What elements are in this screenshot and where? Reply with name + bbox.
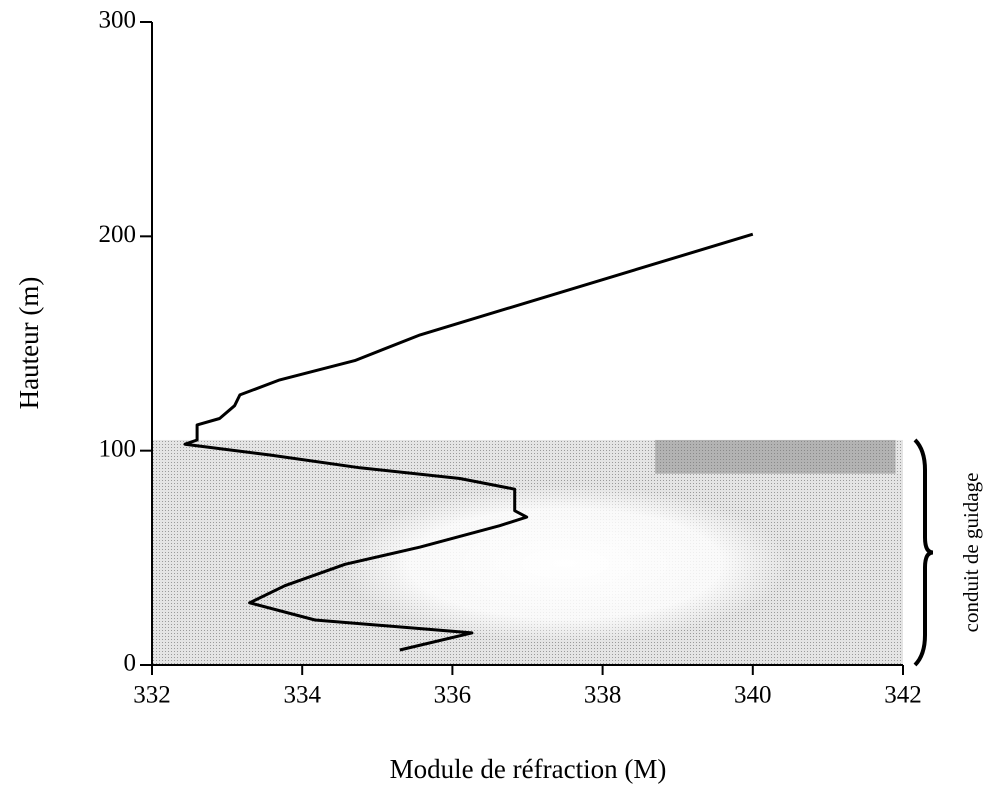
y-axis-title: Hauteur (m) bbox=[14, 277, 44, 410]
profile-line bbox=[183, 232, 754, 652]
duct-light bbox=[339, 484, 791, 643]
x-tick-label: 336 bbox=[434, 682, 472, 709]
y-tick-label: 200 bbox=[99, 221, 137, 248]
duct-label: conduit de guidage bbox=[959, 473, 983, 633]
x-axis-title: Module de réfraction (M) bbox=[390, 754, 667, 784]
x-tick-label: 338 bbox=[584, 682, 622, 709]
x-tick-label: 332 bbox=[133, 682, 171, 709]
x-tick-label: 334 bbox=[283, 682, 321, 709]
duct-dark bbox=[655, 439, 896, 474]
y-tick-label: 100 bbox=[99, 435, 137, 462]
x-tick-label: 340 bbox=[734, 682, 772, 709]
brace bbox=[913, 438, 934, 667]
y-tick-label: 300 bbox=[99, 7, 137, 34]
y-tick-label: 0 bbox=[124, 650, 137, 677]
x-tick-label: 342 bbox=[884, 682, 922, 709]
